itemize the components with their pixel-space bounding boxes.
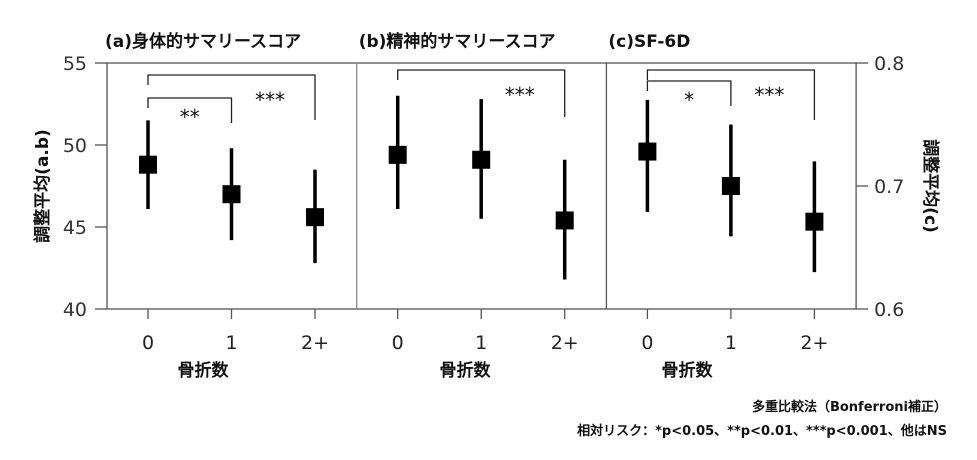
significance-label: * <box>684 88 694 112</box>
data-point <box>139 155 157 174</box>
data-point <box>721 177 740 195</box>
y-tick-label-right: 0.8 <box>874 53 904 75</box>
x-axis-label: 骨折数 <box>178 360 230 381</box>
y-tick-label-right: 0.7 <box>874 176 904 198</box>
significance-label: *** <box>255 88 285 112</box>
y-axis-label-left: 調整平均(a.b) <box>32 129 53 243</box>
y-tick-label-left: 55 <box>63 53 87 75</box>
footnote-method: 多重比較法（Bonferroni補正） <box>751 400 947 415</box>
x-tick-label: 1 <box>225 332 237 354</box>
y-tick-label-left: 50 <box>63 135 87 157</box>
panel-title: (b)精神的サマリースコア <box>359 31 556 52</box>
x-tick-label: 1 <box>725 332 737 354</box>
x-tick-label: 0 <box>142 332 154 354</box>
data-point <box>472 150 491 169</box>
significance-bracket <box>147 74 316 120</box>
panel-title: (c)SF-6D <box>608 32 690 52</box>
data-point <box>306 208 324 227</box>
y-tick-label-right: 0.6 <box>874 299 904 321</box>
significance-bracket <box>646 80 732 106</box>
data-point <box>222 185 241 204</box>
data-point <box>638 142 657 161</box>
y-axis-label-right: 調整平均(c) <box>920 139 941 233</box>
significance-label: *** <box>754 83 784 107</box>
footnote-risk: 相対リスク：*p<0.05、**p<0.01、***p<0.001、他はNS <box>577 424 947 439</box>
data-point <box>388 145 407 164</box>
x-tick-label: 0 <box>392 332 404 354</box>
x-axis-label: 骨折数 <box>662 360 714 381</box>
x-tick-label: 0 <box>641 332 653 354</box>
significance-bracket <box>646 69 816 120</box>
panel-title: (a)身体的サマリースコア <box>105 31 301 52</box>
x-tick-label: 2+ <box>800 332 828 354</box>
significance-label: *** <box>505 83 535 107</box>
y-tick-label-left: 45 <box>63 217 87 239</box>
x-axis-label: 骨折数 <box>440 360 492 381</box>
significance-bracket <box>397 69 566 117</box>
data-point <box>555 211 574 230</box>
data-point <box>805 212 824 231</box>
x-tick-label: 2+ <box>551 332 579 354</box>
y-tick-label-left: 40 <box>63 299 87 321</box>
significance-bracket <box>147 97 233 123</box>
significance-label: ** <box>180 105 200 129</box>
x-tick-label: 2+ <box>301 332 329 354</box>
x-tick-label: 1 <box>475 332 487 354</box>
